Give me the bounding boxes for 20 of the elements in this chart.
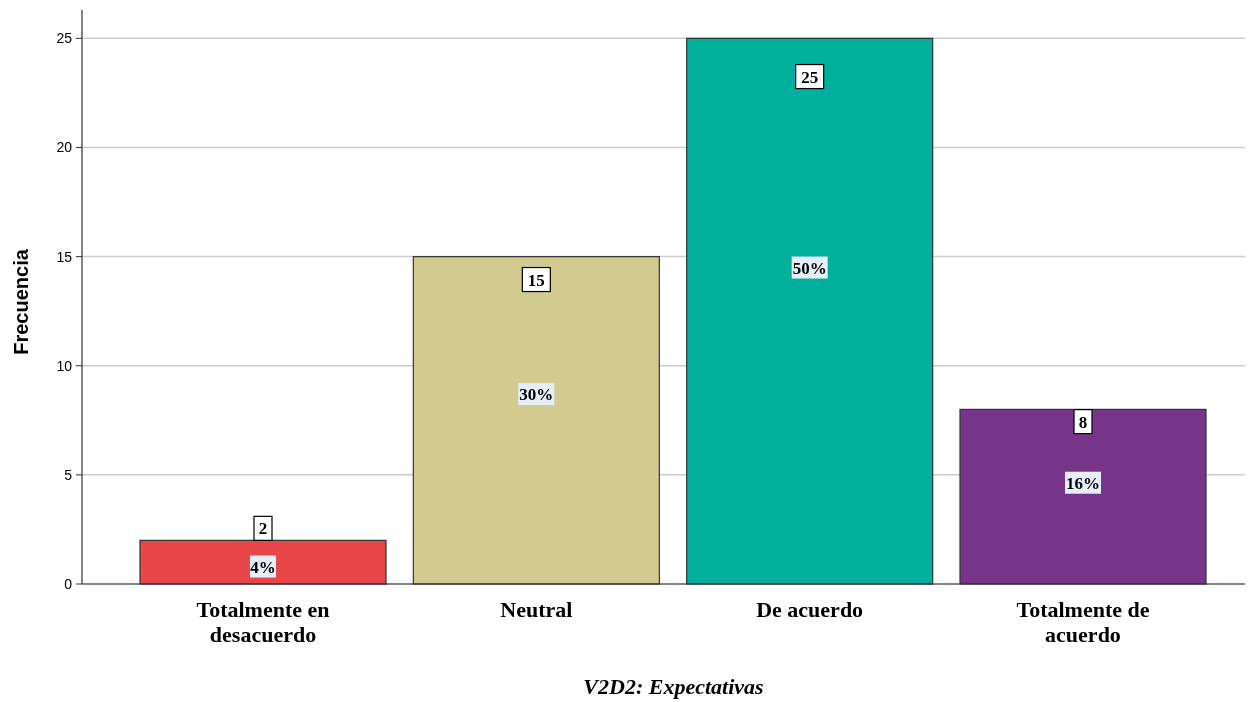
- x-tick-label: Totalmente de acuerdo: [1016, 597, 1150, 647]
- annotation: 16%: [1066, 473, 1100, 493]
- x-tick-label: De acuerdo: [756, 597, 864, 622]
- y-tick-label: 20: [56, 139, 73, 156]
- annotation: 4%: [250, 557, 276, 577]
- y-tick-label: 5: [64, 466, 73, 483]
- annotation: 50%: [792, 258, 827, 278]
- y-tick-label: 15: [56, 248, 73, 265]
- data-label: 2: [258, 519, 268, 539]
- x-tick-label: Totalmente en desacuerdo: [196, 597, 330, 647]
- y-axis-title: Frecuencia: [10, 248, 32, 355]
- data-label: 25: [801, 67, 819, 87]
- data-label: 8: [1078, 412, 1088, 432]
- y-tick-label: 10: [56, 357, 73, 374]
- x-tick-label: Neutral: [500, 597, 573, 622]
- y-tick-label: 25: [56, 30, 73, 47]
- data-label: 15: [527, 270, 545, 290]
- x-axis-title: V2D2: Expectativas: [583, 674, 764, 699]
- annotation: 30%: [519, 385, 554, 405]
- y-tick-label: 0: [64, 576, 73, 592]
